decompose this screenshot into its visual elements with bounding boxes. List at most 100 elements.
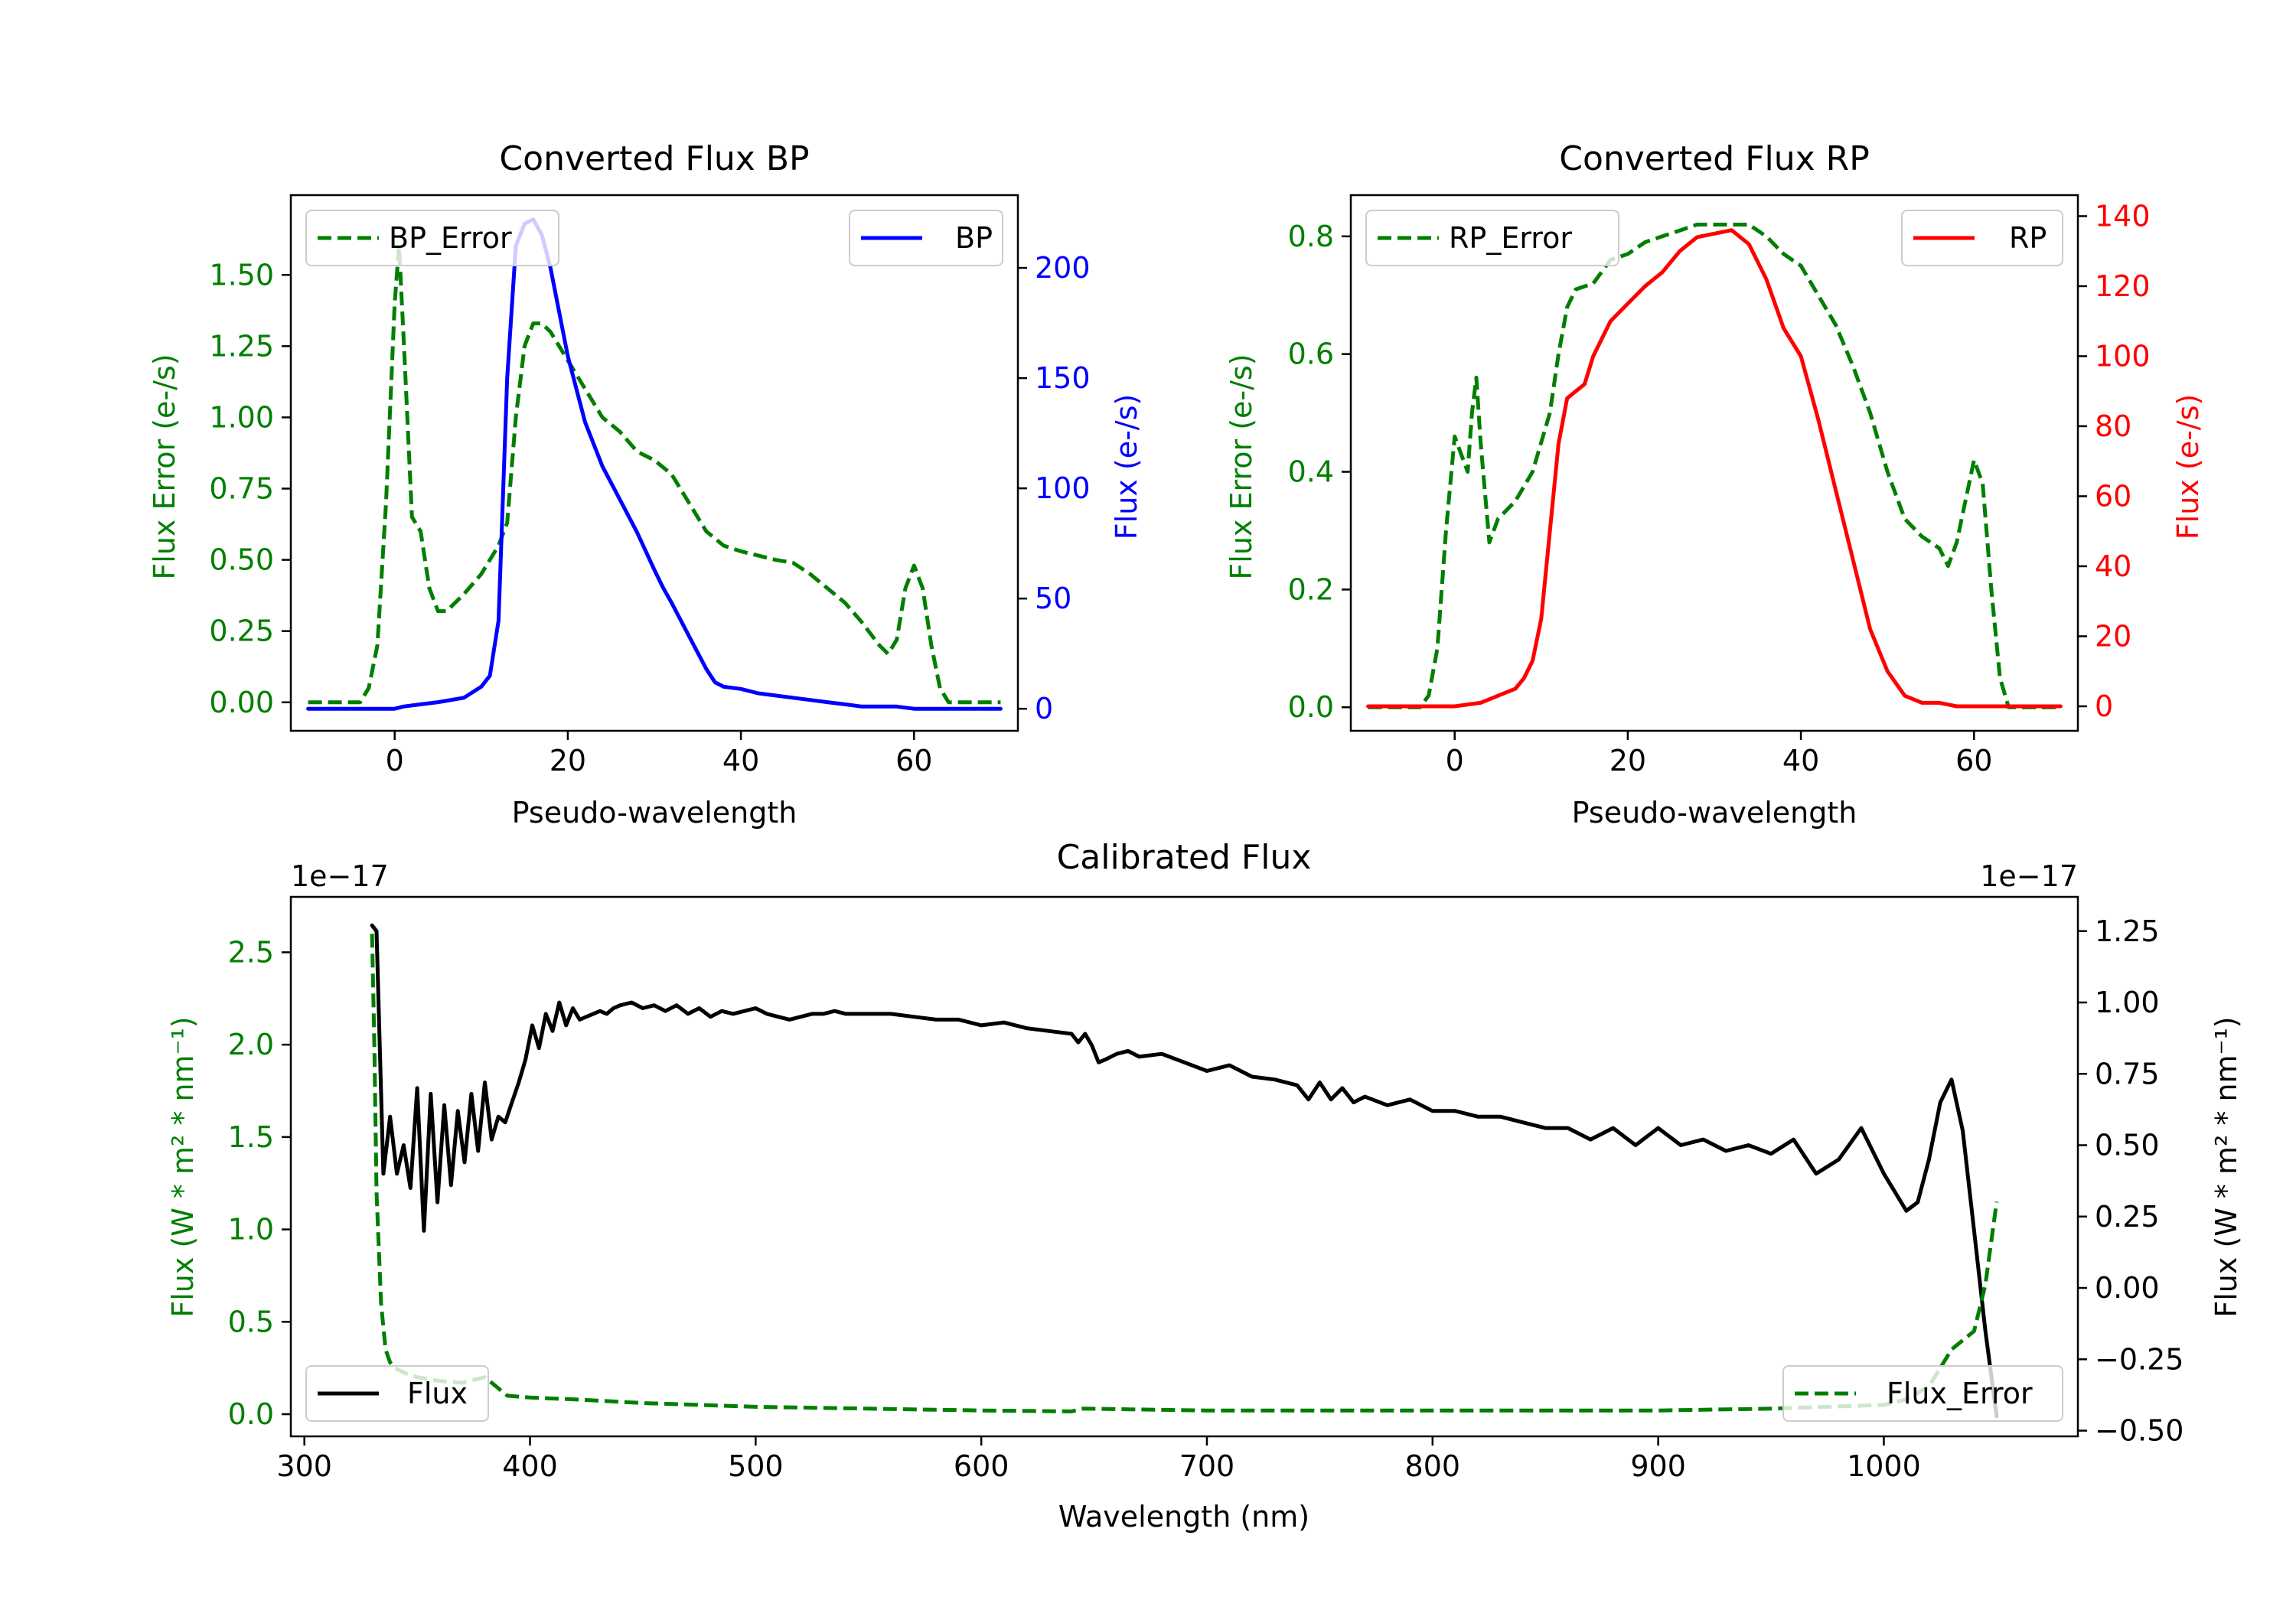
rp-ytick-right-label: 20: [2095, 619, 2131, 653]
rp-title: Converted Flux RP: [1559, 139, 1870, 178]
rp-ytick-right-label: 140: [2095, 199, 2151, 233]
cal-xtick-label: 500: [728, 1449, 784, 1483]
cal-ytick-left-label: 0.5: [228, 1305, 274, 1338]
cal-xtick-label: 300: [276, 1449, 332, 1483]
cal-ytick-right-label: −0.25: [2095, 1342, 2183, 1376]
cal-series-flux: [370, 923, 1999, 1419]
rp-legend-flux-label: RP: [2009, 221, 2047, 255]
rp-y-axis-right: 0 20 40 60 80 100 120 140: [2078, 199, 2151, 723]
bp-ytick-left-label: 1.25: [209, 329, 274, 363]
rp-ytick-right-label: 100: [2095, 339, 2151, 373]
bp-x-axis: 0 20 40 60: [386, 731, 932, 777]
bp-ytick-left-label: 0.25: [209, 614, 274, 648]
cal-ytick-right-label: 0.50: [2095, 1129, 2160, 1162]
cal-legend-right-box: [1782, 1365, 2063, 1422]
bp-xtick-label: 0: [386, 744, 404, 777]
bp-xtick-label: 40: [722, 744, 759, 777]
bp-legend-right-box: [849, 210, 1003, 266]
cal-ytick-right-label: 1.00: [2095, 986, 2160, 1019]
rp-ytick-right-label: 40: [2095, 549, 2131, 583]
cal-legend-left[interactable]: Flux: [305, 1365, 489, 1422]
rp-series-rp: [1366, 228, 2063, 709]
bp-legend-error-label: BP_Error: [389, 221, 512, 255]
cal-legend-left-box: [305, 1365, 489, 1422]
bp-panel: Converted Flux BP 0 20 40 60 0.00 0.25 0.50 0.…: [148, 139, 1143, 830]
rp-ytick-left-label: 0.4: [1288, 455, 1334, 489]
rp-ytick-left-label: 0.0: [1288, 690, 1334, 724]
rp-ytick-right-label: 60: [2095, 479, 2131, 513]
bp-ytick-right-label: 100: [1035, 471, 1091, 505]
bp-legend-right[interactable]: BP: [849, 210, 1003, 266]
bp-y-label-left: Flux Error (e-/s): [148, 354, 181, 579]
rp-legend-left[interactable]: RP_Error: [1365, 210, 1619, 266]
cal-xtick-label: 700: [1179, 1449, 1235, 1483]
bp-x-label: Pseudo-wavelength: [512, 796, 797, 830]
rp-x-label: Pseudo-wavelength: [1572, 796, 1857, 830]
cal-legend-error-label: Flux_Error: [1887, 1377, 2033, 1410]
bp-y-label-right: Flux (e-/s): [1110, 394, 1143, 539]
rp-y-label-right: Flux (e-/s): [2171, 394, 2205, 539]
rp-xtick-label: 60: [1955, 744, 1992, 777]
cal-y-axis-left: 0.0 0.5 1.0 1.5 2.0 2.5: [228, 935, 291, 1431]
bp-series-layer: [306, 217, 1003, 711]
cal-y-label-right: Flux (W * m² * nm⁻¹): [2210, 1016, 2243, 1317]
rp-y-label-left: Flux Error (e-/s): [1225, 354, 1258, 579]
bp-ytick-right-label: 150: [1035, 361, 1091, 395]
cal-x-label: Wavelength (nm): [1058, 1500, 1309, 1534]
cal-panel: Calibrated Flux 1e−17 1e−17 300 400 500 600…: [166, 838, 2243, 1534]
bp-ytick-left-label: 0.50: [209, 543, 274, 577]
cal-xtick-label: 900: [1630, 1449, 1686, 1483]
bp-xtick-label: 60: [895, 744, 932, 777]
bp-legend-left-box: [305, 210, 559, 266]
cal-ytick-right-label: −0.50: [2095, 1414, 2183, 1448]
cal-ytick-right-label: 0.00: [2095, 1271, 2160, 1305]
cal-title: Calibrated Flux: [1057, 838, 1312, 877]
rp-legend-left-box: [1365, 210, 1619, 266]
rp-panel: Converted Flux RP 0 20 40 60 0.00.20.40.60.…: [1225, 139, 2205, 830]
rp-series-layer: [1366, 223, 2063, 709]
cal-x-axis: 300 400 500 600 700 800 900 1000: [276, 1436, 1921, 1483]
cal-xtick-label: 400: [502, 1449, 558, 1483]
cal-ytick-left-label: 2.0: [228, 1028, 274, 1061]
cal-offset-left: 1e−17: [291, 859, 389, 893]
bp-xtick-label: 20: [550, 744, 586, 777]
rp-ytick-right-label: 120: [2095, 269, 2151, 303]
cal-ytick-left-label: 2.5: [228, 935, 274, 969]
cal-ytick-right-label: 1.25: [2095, 914, 2160, 948]
rp-series-rp-error: [1368, 223, 2061, 709]
rp-xtick-label: 20: [1609, 744, 1646, 777]
bp-ytick-right-label: 0: [1035, 692, 1053, 725]
cal-ytick-left-label: 1.5: [228, 1120, 274, 1154]
rp-ytick-left-label: 0.2: [1288, 572, 1334, 606]
bp-legend-flux-label: BP: [955, 221, 993, 255]
rp-y-axis-left: 0.0 0.2 0.4 0.6 0.8: [1288, 220, 1351, 724]
cal-xtick-label: 800: [1405, 1449, 1461, 1483]
cal-xtick-label: 1000: [1847, 1449, 1921, 1483]
cal-xtick-label: 600: [954, 1449, 1009, 1483]
bp-y-axis-right: 0 50 100 150 200: [1018, 251, 1091, 725]
cal-ytick-right-label: 0.25: [2095, 1200, 2160, 1234]
bp-title: Converted Flux BP: [499, 139, 809, 178]
rp-plot-frame: [1349, 194, 2079, 732]
rp-ytick-left-label: 0.6: [1288, 337, 1334, 371]
cal-y-axis-right: −0.50 −0.25 0.00 0.25 0.50 0.75 1.00 1.25: [2078, 914, 2183, 1448]
cal-legend-right[interactable]: Flux_Error: [1782, 1365, 2063, 1422]
rp-legend-right[interactable]: RP: [1901, 210, 2063, 266]
rp-x-axis: 0 20 40 60: [1446, 731, 1992, 777]
rp-legend-right-box: [1901, 210, 2063, 266]
bp-ytick-left-label: 0.75: [209, 472, 274, 506]
cal-y-label-left: Flux (W * m² * nm⁻¹): [166, 1016, 200, 1317]
rp-xtick-label: 40: [1782, 744, 1819, 777]
cal-ytick-left-label: 1.0: [228, 1213, 274, 1247]
rp-legend-error-label: RP_Error: [1449, 221, 1572, 255]
bp-legend-left[interactable]: BP_Error: [305, 210, 559, 266]
bp-ytick-left-label: 0.00: [209, 686, 274, 719]
cal-offset-right: 1e−17: [1980, 859, 2078, 893]
bp-series-bp: [306, 217, 1003, 711]
bp-ytick-left-label: 1.50: [209, 258, 274, 292]
cal-ytick-right-label: 0.75: [2095, 1057, 2160, 1090]
rp-ytick-right-label: 0: [2095, 689, 2113, 723]
rp-xtick-label: 0: [1446, 744, 1464, 777]
cal-ytick-left-label: 0.0: [228, 1397, 274, 1431]
